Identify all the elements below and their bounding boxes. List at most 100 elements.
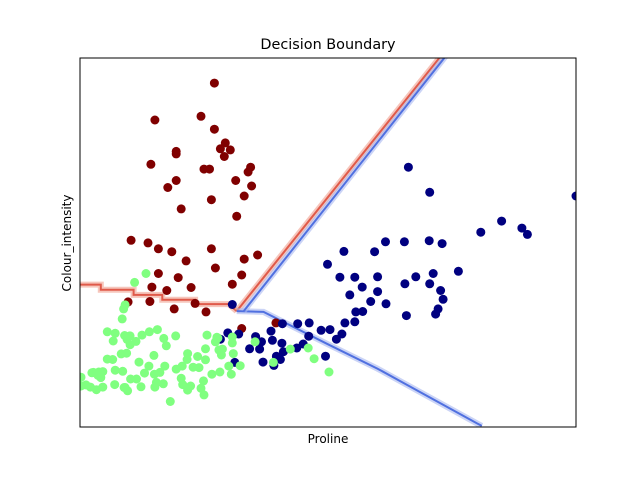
data-point-class-1 [247, 181, 257, 191]
data-point-class-3 [118, 366, 128, 376]
data-point-class-2 [437, 239, 447, 249]
data-point-class-2 [497, 216, 507, 226]
data-point-class-2 [401, 311, 411, 321]
data-point-class-1 [209, 124, 219, 134]
data-point-class-3 [171, 331, 181, 341]
data-point-class-3 [268, 357, 278, 367]
data-point-class-3 [110, 365, 120, 375]
data-point-class-3 [120, 383, 130, 392]
data-point-class-1 [227, 279, 237, 289]
data-point-class-3 [183, 385, 193, 395]
data-point-class-1 [190, 298, 200, 308]
data-point-class-1 [153, 269, 163, 278]
data-point-class-3 [193, 352, 203, 361]
data-point-class-2 [351, 307, 361, 317]
data-point-class-1 [253, 250, 263, 260]
data-point-class-2 [227, 300, 237, 309]
chart-title: Decision Boundary [260, 37, 396, 53]
data-point-class-2 [425, 187, 435, 197]
decision-boundary-lines [80, 58, 484, 427]
data-point-class-2 [277, 319, 287, 329]
data-point-class-1 [146, 159, 156, 169]
x-axis-label: Proline [308, 432, 349, 446]
data-point-class-2 [350, 317, 360, 327]
boundary-navy-green [236, 310, 483, 427]
data-point-class-2 [403, 162, 413, 172]
data-point-class-1 [167, 247, 177, 257]
data-point-class-3 [144, 327, 154, 337]
data-point-class-1 [147, 282, 157, 292]
data-point-class-3 [152, 325, 162, 335]
data-point-class-3 [140, 368, 149, 378]
data-point-class-3 [141, 269, 151, 278]
y-axis-label: Colour_intensity [60, 195, 74, 292]
data-point-class-2 [411, 272, 421, 282]
data-point-class-1 [176, 204, 186, 214]
data-point-class-3 [160, 361, 170, 371]
data-point-class-2 [275, 355, 285, 364]
data-point-class-2 [438, 294, 448, 304]
data-point-class-3 [199, 390, 209, 400]
data-point-class-2 [258, 357, 268, 367]
data-point-class-3 [130, 277, 140, 287]
data-point-class-2 [428, 269, 438, 278]
data-point-class-1 [231, 176, 241, 185]
data-point-class-3 [102, 327, 112, 337]
data-point-class-3 [177, 361, 187, 371]
data-point-class-1 [201, 307, 211, 317]
data-point-class-3 [149, 350, 159, 360]
data-point-class-3 [161, 341, 171, 351]
data-point-class-2 [293, 319, 303, 329]
data-point-class-3 [226, 369, 236, 379]
data-point-class-1 [206, 195, 216, 205]
data-point-class-2 [370, 247, 380, 257]
data-point-class-1 [171, 176, 181, 185]
data-point-class-1 [246, 162, 256, 172]
data-point-class-3 [108, 336, 118, 346]
data-point-class-1 [181, 256, 191, 266]
data-point-class-1 [153, 244, 163, 254]
data-point-class-3 [117, 314, 127, 324]
data-point-class-2 [571, 191, 576, 201]
data-point-class-3 [110, 328, 120, 338]
data-point-class-1 [210, 263, 220, 273]
data-point-class-1 [169, 304, 179, 314]
data-point-class-2 [373, 272, 383, 282]
data-point-class-3 [207, 369, 217, 379]
data-point-class-3 [235, 361, 245, 371]
data-point-class-2 [366, 297, 376, 306]
data-points [80, 78, 576, 406]
data-point-class-2 [350, 272, 360, 282]
data-point-class-1 [205, 164, 214, 174]
data-point-class-1 [163, 183, 173, 192]
data-point-class-3 [285, 344, 295, 354]
data-point-class-3 [188, 362, 198, 372]
plot-frame [79, 57, 577, 428]
data-point-class-3 [108, 355, 118, 364]
data-point-class-2 [345, 290, 355, 300]
data-point-class-3 [309, 354, 319, 364]
data-point-class-3 [126, 374, 136, 384]
data-point-class-3 [110, 380, 120, 390]
data-point-class-2 [331, 334, 341, 344]
data-point-class-3 [250, 337, 260, 347]
data-point-class-2 [304, 318, 314, 328]
data-point-class-3 [125, 340, 135, 350]
data-point-class-2 [381, 237, 390, 247]
data-point-class-3 [182, 355, 192, 364]
data-point-class-3 [136, 382, 146, 392]
data-point-class-1 [220, 138, 230, 148]
data-point-class-3 [159, 333, 169, 343]
boundary-maroon-green [80, 283, 238, 312]
data-point-class-3 [122, 348, 132, 358]
data-point-class-3 [137, 330, 147, 340]
data-point-class-3 [134, 357, 144, 367]
data-point-class-1 [209, 78, 219, 88]
data-point-class-2 [255, 344, 265, 354]
data-point-class-1 [237, 270, 247, 280]
data-point-class-2 [357, 282, 367, 292]
data-point-class-3 [303, 343, 313, 353]
data-point-class-3 [150, 382, 160, 392]
